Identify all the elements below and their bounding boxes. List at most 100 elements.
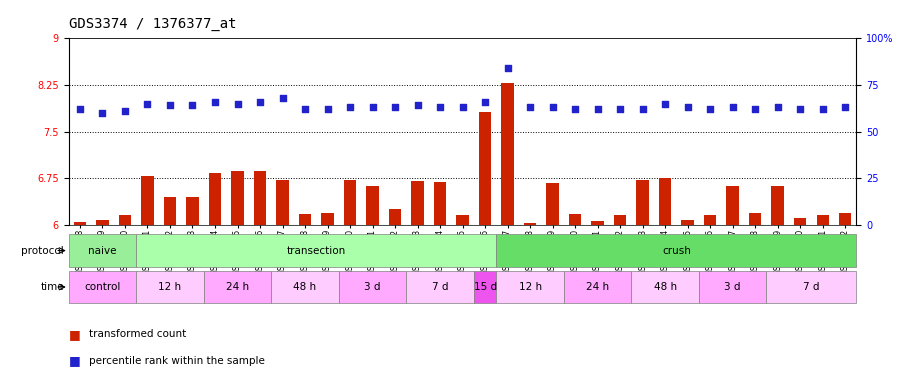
Bar — [277, 180, 289, 225]
Text: 12 h: 12 h — [518, 282, 541, 292]
Bar — [271, 271, 339, 303]
Bar — [203, 271, 271, 303]
Text: ■: ■ — [69, 328, 81, 341]
Text: 48 h: 48 h — [293, 282, 317, 292]
Bar — [592, 221, 604, 225]
Point — [455, 104, 470, 110]
Bar — [682, 220, 693, 225]
Bar — [771, 186, 784, 225]
Point — [343, 104, 357, 110]
Text: 24 h: 24 h — [226, 282, 249, 292]
Bar — [501, 83, 514, 225]
Bar — [136, 234, 496, 267]
Point — [275, 95, 289, 101]
Bar — [389, 209, 401, 225]
Text: ■: ■ — [69, 354, 81, 367]
Bar — [699, 271, 767, 303]
Text: 24 h: 24 h — [586, 282, 609, 292]
Bar — [816, 215, 829, 225]
Bar — [496, 234, 856, 267]
Point — [410, 103, 425, 109]
Bar — [474, 271, 496, 303]
Bar — [254, 170, 267, 225]
Bar — [69, 234, 136, 267]
Point — [163, 103, 178, 109]
Text: naive: naive — [88, 245, 116, 256]
Point — [95, 110, 110, 116]
Text: 12 h: 12 h — [158, 282, 181, 292]
Point — [793, 106, 808, 112]
Text: control: control — [84, 282, 121, 292]
Point — [568, 106, 583, 112]
Point — [117, 108, 132, 114]
Bar — [704, 215, 716, 225]
Bar — [366, 186, 378, 225]
Bar — [794, 218, 806, 225]
Bar — [547, 183, 559, 225]
Bar — [407, 271, 474, 303]
Bar — [232, 170, 244, 225]
Bar — [839, 214, 851, 225]
Bar — [74, 222, 86, 225]
Point — [298, 106, 312, 112]
Point — [185, 103, 200, 109]
Bar — [186, 197, 199, 225]
Bar — [69, 271, 136, 303]
Point — [703, 106, 717, 112]
Bar — [614, 215, 627, 225]
Bar — [564, 271, 631, 303]
Point — [636, 106, 650, 112]
Bar — [164, 197, 176, 225]
Point — [681, 104, 695, 110]
Point — [478, 99, 493, 105]
Point — [387, 104, 402, 110]
Bar — [749, 214, 761, 225]
Text: 15 d: 15 d — [474, 282, 496, 292]
Point — [747, 106, 762, 112]
Bar — [322, 214, 333, 225]
Bar — [631, 271, 699, 303]
Text: GDS3374 / 1376377_at: GDS3374 / 1376377_at — [69, 17, 236, 31]
Text: 3 d: 3 d — [725, 282, 741, 292]
Point — [613, 106, 627, 112]
Text: crush: crush — [662, 245, 691, 256]
Bar — [456, 215, 469, 225]
Text: percentile rank within the sample: percentile rank within the sample — [89, 356, 265, 366]
Point — [140, 101, 155, 107]
Point — [545, 104, 560, 110]
Point — [230, 101, 245, 107]
Point — [500, 65, 515, 71]
Point — [658, 101, 672, 107]
Point — [365, 104, 380, 110]
Bar — [209, 173, 221, 225]
Point — [838, 104, 853, 110]
Bar — [339, 271, 407, 303]
Text: 7 d: 7 d — [431, 282, 448, 292]
Bar — [344, 180, 356, 225]
Text: 48 h: 48 h — [654, 282, 677, 292]
Point — [770, 104, 785, 110]
Point — [725, 104, 740, 110]
Bar — [637, 180, 649, 225]
Bar — [96, 220, 109, 225]
Point — [432, 104, 447, 110]
Text: transformed count: transformed count — [89, 329, 186, 339]
Point — [815, 106, 830, 112]
Bar — [726, 186, 739, 225]
Bar — [496, 271, 564, 303]
Point — [590, 106, 605, 112]
Bar — [479, 112, 491, 225]
Bar — [136, 271, 203, 303]
Bar — [411, 181, 424, 225]
Point — [208, 99, 223, 105]
Text: 7 d: 7 d — [803, 282, 820, 292]
Bar — [434, 182, 446, 225]
Text: protocol: protocol — [21, 245, 64, 256]
Bar — [659, 178, 671, 225]
Point — [523, 104, 538, 110]
Bar — [524, 223, 536, 225]
Bar — [767, 271, 856, 303]
Bar — [299, 214, 311, 225]
Bar — [569, 214, 582, 225]
Point — [253, 99, 267, 105]
